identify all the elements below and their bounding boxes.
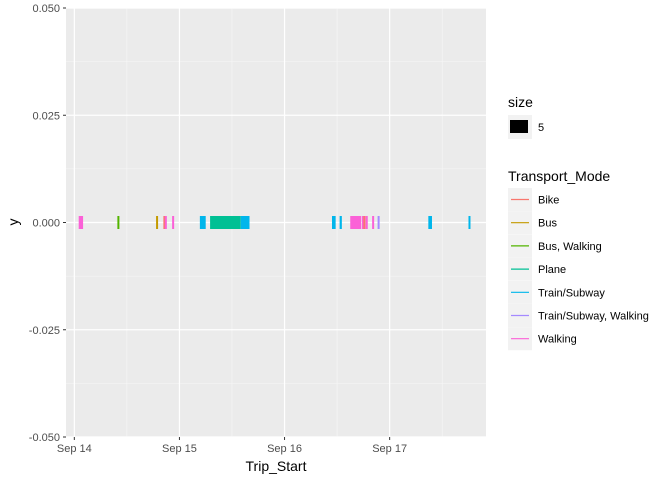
- size-legend-key: [510, 120, 528, 133]
- trip-segment: [156, 216, 159, 229]
- y-axis-title: y: [5, 219, 21, 226]
- trip-segment: [164, 216, 167, 229]
- x-tick-label: Sep 17: [372, 443, 407, 455]
- color-legend-title: Transport_Mode: [508, 168, 610, 184]
- trip-segment: [117, 216, 120, 229]
- x-axis-title: Trip_Start: [246, 458, 307, 474]
- trip-segment: [172, 216, 175, 229]
- trip-segment: [331, 216, 336, 229]
- trip-segment: [428, 216, 432, 229]
- x-axis: Sep 14 Sep 15 Sep 16 Sep 17: [57, 437, 407, 455]
- trip-segment: [372, 216, 375, 229]
- trip-segment: [78, 216, 84, 229]
- trip-segment: [240, 216, 250, 229]
- legend-label: Bus, Walking: [538, 241, 602, 253]
- legend-label: Train/Subway: [538, 287, 605, 299]
- trip-segment: [468, 216, 471, 229]
- trip-segment: [163, 216, 166, 229]
- x-tick-label: Sep 14: [57, 443, 92, 455]
- data-marks: [78, 216, 471, 229]
- x-tick-label: Sep 16: [267, 443, 302, 455]
- y-tick-label: 0.050: [32, 3, 60, 15]
- grid-major: [66, 7, 486, 438]
- y-tick-label: 0.000: [32, 218, 60, 230]
- trip-segment: [350, 216, 362, 229]
- size-legend: size 5: [508, 94, 544, 139]
- legend-label: Walking: [538, 334, 577, 346]
- trip-segment: [365, 216, 368, 229]
- y-tick-label: 0.025: [32, 110, 60, 122]
- trip-segment: [339, 216, 342, 229]
- legend-label: Train/Subway, Walking: [538, 311, 649, 323]
- legend-label: Plane: [538, 264, 566, 276]
- y-tick-label: -0.050: [29, 432, 60, 444]
- x-tick-label: Sep 15: [162, 443, 197, 455]
- legend-label: Bus: [538, 218, 557, 230]
- legend-label: Bike: [538, 195, 559, 207]
- trip-segment: [363, 216, 366, 229]
- trip-segment: [210, 216, 241, 229]
- trip-segment: [199, 216, 206, 229]
- size-legend-title: size: [508, 94, 533, 110]
- trip-segment: [361, 216, 364, 229]
- y-tick-label: -0.025: [29, 325, 60, 337]
- size-legend-label: 5: [538, 122, 544, 134]
- color-legend: Transport_Mode Bike Bus Bus, Walking Plane T…: [508, 168, 649, 351]
- trip-segment: [377, 216, 380, 229]
- y-axis: -0.050 -0.025 0.000 0.025 0.050: [29, 3, 66, 444]
